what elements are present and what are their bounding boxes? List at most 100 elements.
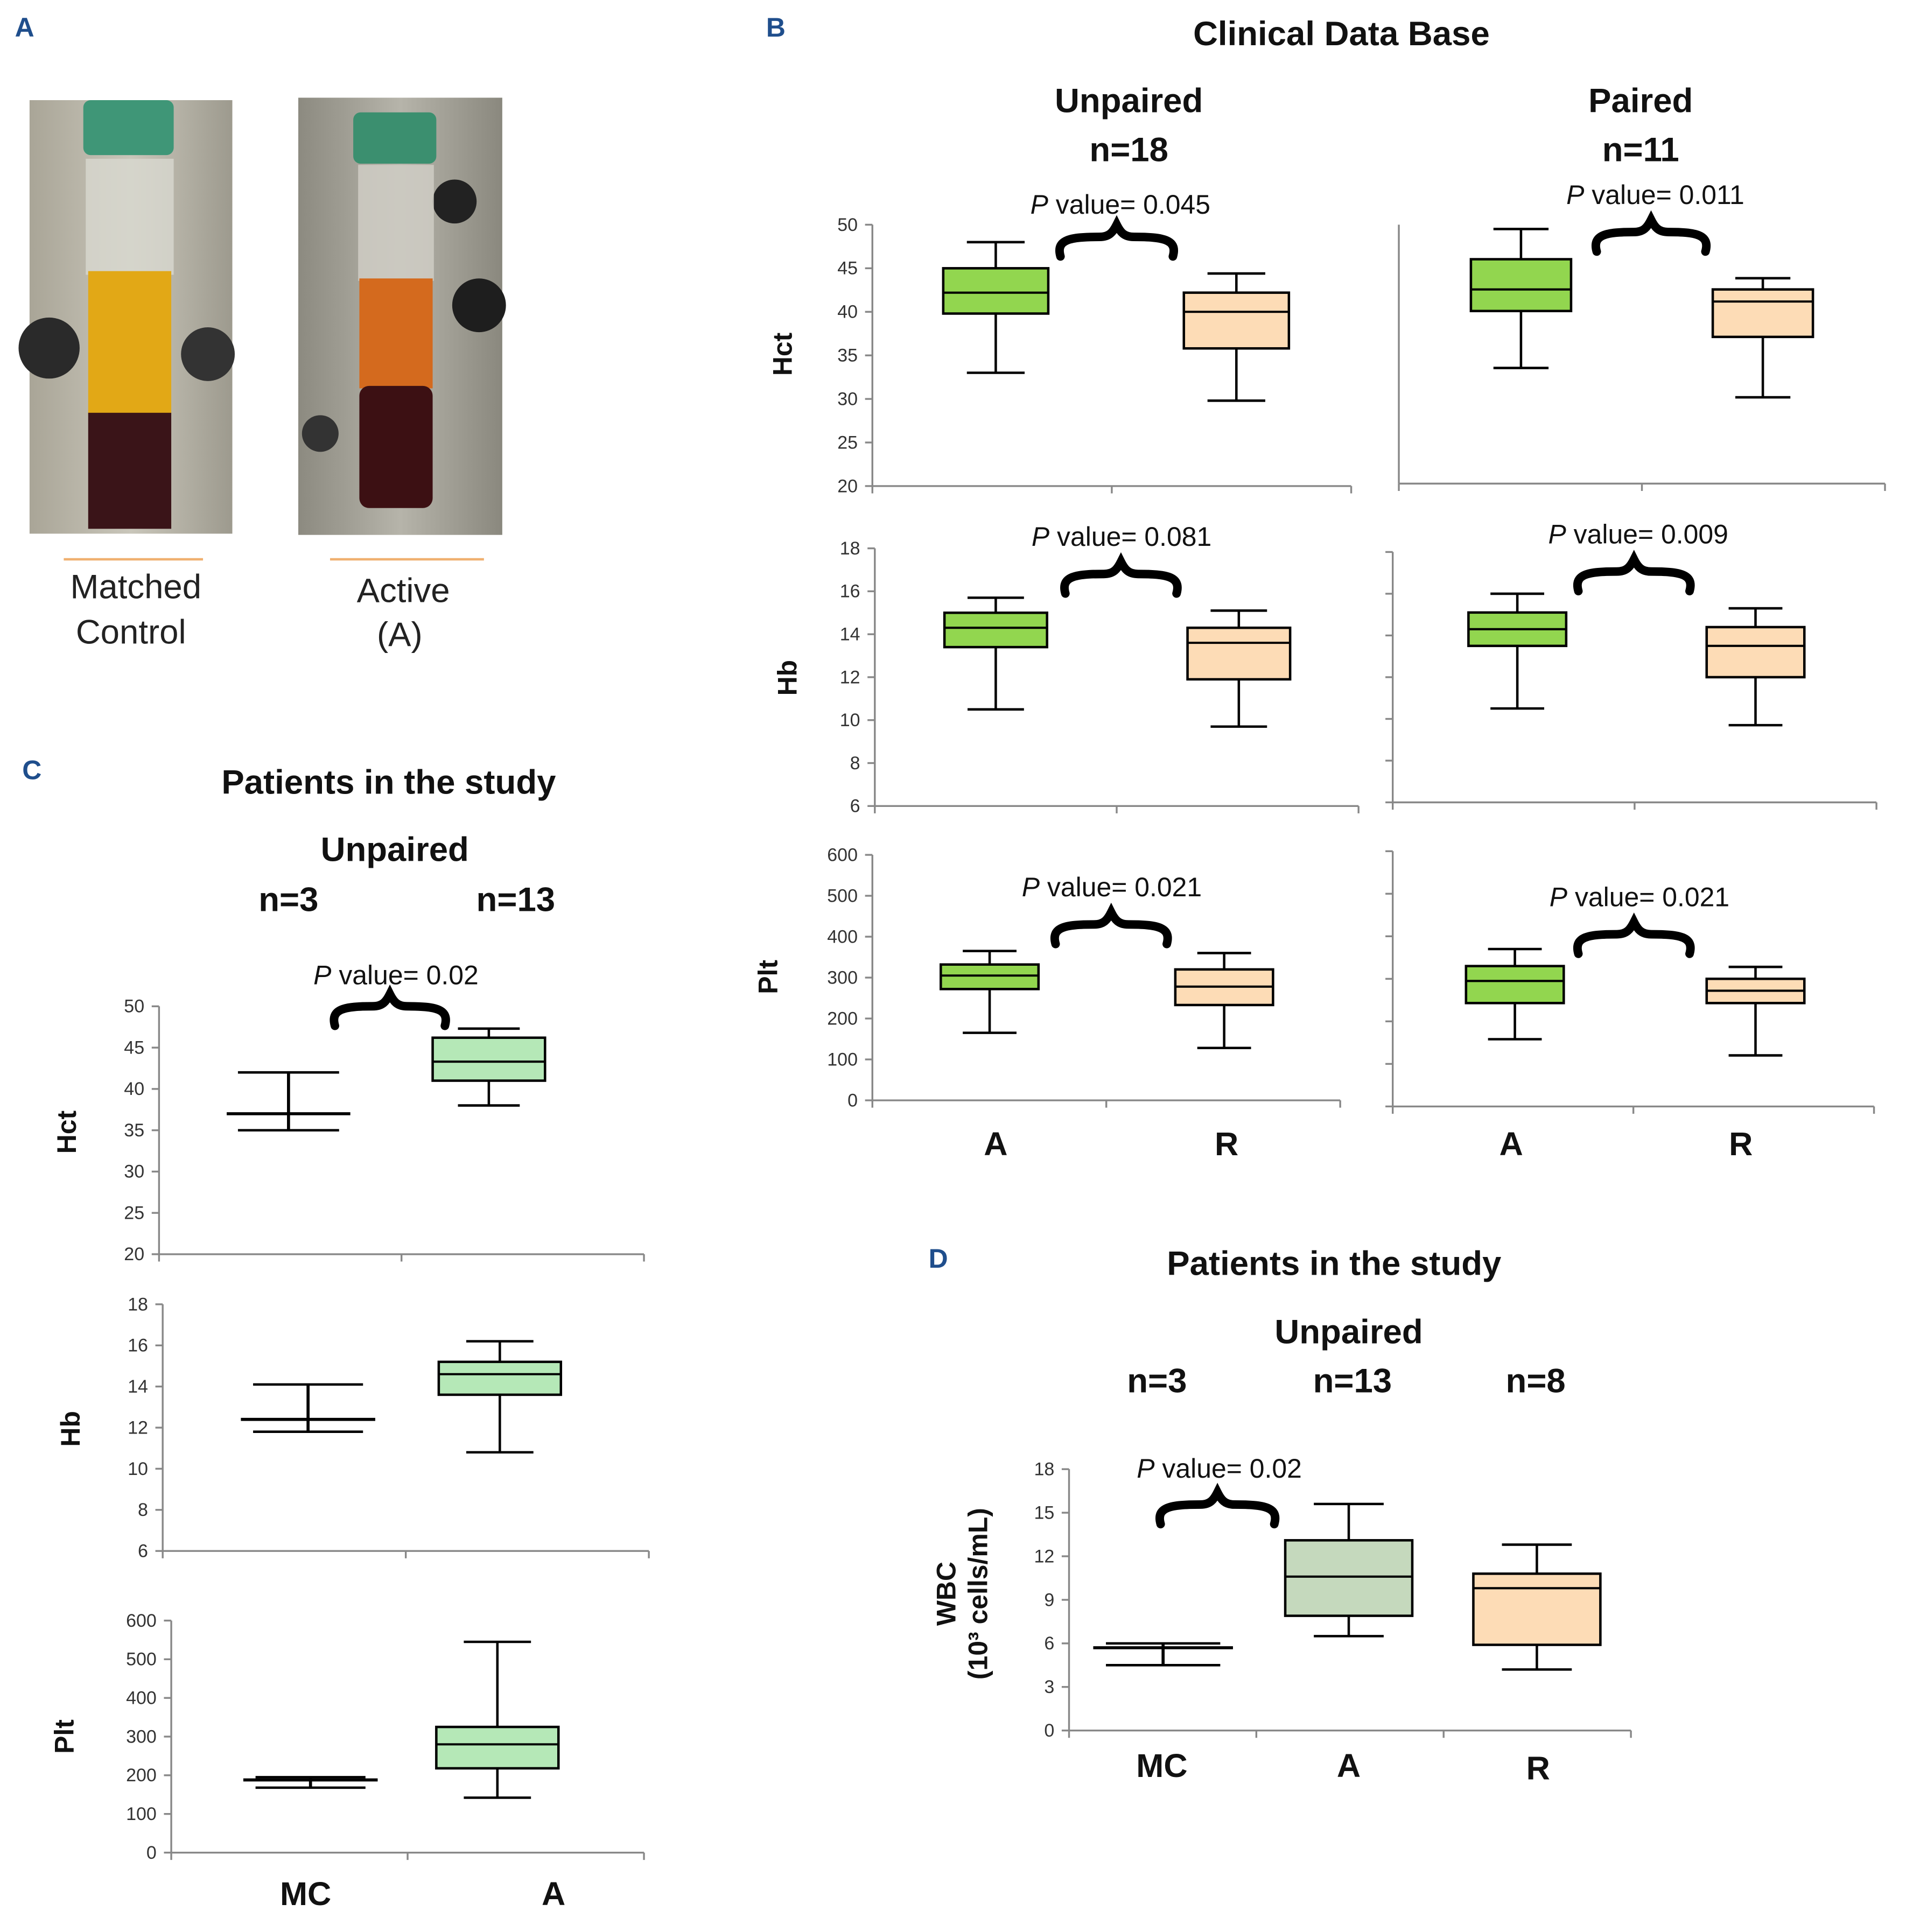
p-italic: P [313, 960, 331, 990]
box-R [1711, 277, 1814, 399]
y-tick-label: 14 [128, 1376, 148, 1397]
box [1284, 1539, 1414, 1617]
y-tick-label: 50 [124, 996, 144, 1017]
x-label: R [1215, 1126, 1238, 1162]
group-n: n=3 [1127, 1361, 1187, 1400]
y-tick-label: 0 [146, 1843, 157, 1863]
photo-caption: Control [76, 613, 186, 651]
y-axis-label: (10³ cells/mL) [963, 1508, 993, 1680]
y-tick-label: 100 [126, 1804, 157, 1824]
group-label: Paired [1588, 82, 1693, 120]
y-axis-label: Plt [50, 1719, 80, 1754]
y-tick-label: 300 [827, 967, 858, 988]
y-tick-label: 50 [837, 215, 858, 235]
significance-brace [330, 984, 450, 1030]
box [431, 1036, 546, 1082]
photo-active [298, 97, 506, 535]
box [942, 267, 1050, 315]
photo-caption: (A) [377, 615, 423, 654]
y-axis-label: Plt [753, 960, 783, 994]
p-value-text: value= 0.081 [1049, 522, 1211, 552]
group-n: n=3 [258, 880, 318, 918]
box-MC [241, 1383, 375, 1433]
y-tick-label: 18 [1034, 1459, 1054, 1480]
p-value-text: value= 0.02 [331, 960, 478, 990]
significance-brace [1050, 902, 1172, 949]
y-tick-label: 35 [124, 1120, 144, 1141]
box-A [943, 596, 1048, 711]
box-R [1705, 607, 1806, 727]
y-tick-label: 30 [124, 1162, 144, 1182]
x-label: A [984, 1126, 1007, 1162]
y-tick-label: 10 [840, 710, 860, 730]
p-italic: P [1022, 872, 1040, 902]
p-value-label: P value= 0.081 [1032, 522, 1211, 552]
box-A [431, 1027, 546, 1107]
p-value-label: P value= 0.02 [1137, 1453, 1302, 1484]
chart-b-plt-paired: P value= 0.021 [1385, 850, 1875, 1114]
y-tick-label: 30 [837, 389, 858, 409]
chart-c-plt: 0 100 200 300 400 500 600 Plt [50, 1611, 645, 1863]
y-tick-label: 3 [1044, 1677, 1054, 1697]
y-tick-label: 20 [837, 476, 858, 496]
significance-brace [1060, 552, 1182, 598]
y-tick-label: 400 [126, 1688, 157, 1709]
p-value-label: P value= 0.021 [1550, 882, 1729, 912]
chart-c-hct: 20 25 30 35 40 45 50 Hct P value= 0.02 [52, 960, 645, 1264]
chart-b-hct-paired: P value= 0.011 [1398, 180, 1886, 491]
panel-c-subtitle: Unpaired [321, 830, 469, 868]
y-tick-label: 9 [1044, 1590, 1054, 1610]
y-tick-label: 16 [128, 1336, 148, 1356]
box-A [942, 241, 1050, 374]
y-axis-label: Hct [768, 332, 798, 376]
box [437, 1360, 563, 1396]
y-tick-label: 400 [827, 926, 858, 947]
significance-brace [1155, 1483, 1280, 1529]
box-A [437, 1340, 563, 1454]
y-tick-label: 25 [124, 1203, 144, 1223]
significance-brace [1573, 550, 1695, 595]
p-value-text: value= 0.011 [1584, 180, 1744, 210]
box-A [1469, 228, 1573, 369]
y-tick-label: 8 [850, 753, 860, 774]
significance-brace [1592, 210, 1711, 256]
y-tick-label: 0 [847, 1090, 858, 1111]
box-R [1472, 1543, 1602, 1671]
y-tick-label: 40 [124, 1079, 144, 1099]
y-tick-label: 0 [1044, 1720, 1054, 1741]
box [1464, 965, 1565, 1004]
box-MC [1093, 1642, 1233, 1667]
y-tick-label: 10 [128, 1459, 148, 1479]
p-value-text: value= 0.021 [1040, 872, 1202, 902]
box-A [940, 950, 1040, 1034]
box [1182, 291, 1291, 350]
box [1472, 1572, 1602, 1646]
photo-caption: Matched [70, 568, 201, 606]
tube-cap [353, 112, 437, 164]
group-label: Unpaired [1055, 82, 1203, 120]
significance-brace [1573, 912, 1695, 958]
y-tick-label: 15 [1034, 1502, 1054, 1523]
x-label: R [1729, 1126, 1753, 1162]
y-tick-label: 14 [840, 624, 860, 645]
p-value-text: value= 0.02 [1155, 1453, 1302, 1484]
chart-b-hb-unpaired: 6 8 10 12 14 16 18 Hb P value= 0.081 [773, 522, 1360, 817]
p-italic: P [1031, 189, 1048, 220]
y-tick-label: 20 [124, 1244, 144, 1264]
panel-label-c: C [22, 755, 41, 785]
y-tick-label: 300 [126, 1726, 157, 1747]
group-n: n=11 [1602, 130, 1679, 168]
box-R [1174, 952, 1274, 1050]
y-tick-label: 6 [850, 796, 860, 817]
box [1186, 626, 1292, 681]
x-label: A [1499, 1126, 1523, 1162]
y-tick-label: 6 [1044, 1633, 1054, 1654]
y-tick-label: 45 [837, 258, 858, 279]
y-tick-label: 8 [138, 1500, 148, 1520]
y-tick-label: 12 [840, 667, 860, 687]
y-axis-label: Hct [52, 1110, 82, 1154]
panel-d-title: Patients in the study [1167, 1244, 1501, 1282]
y-tick-label: 16 [840, 581, 860, 602]
p-value-label: P value= 0.021 [1022, 872, 1202, 902]
